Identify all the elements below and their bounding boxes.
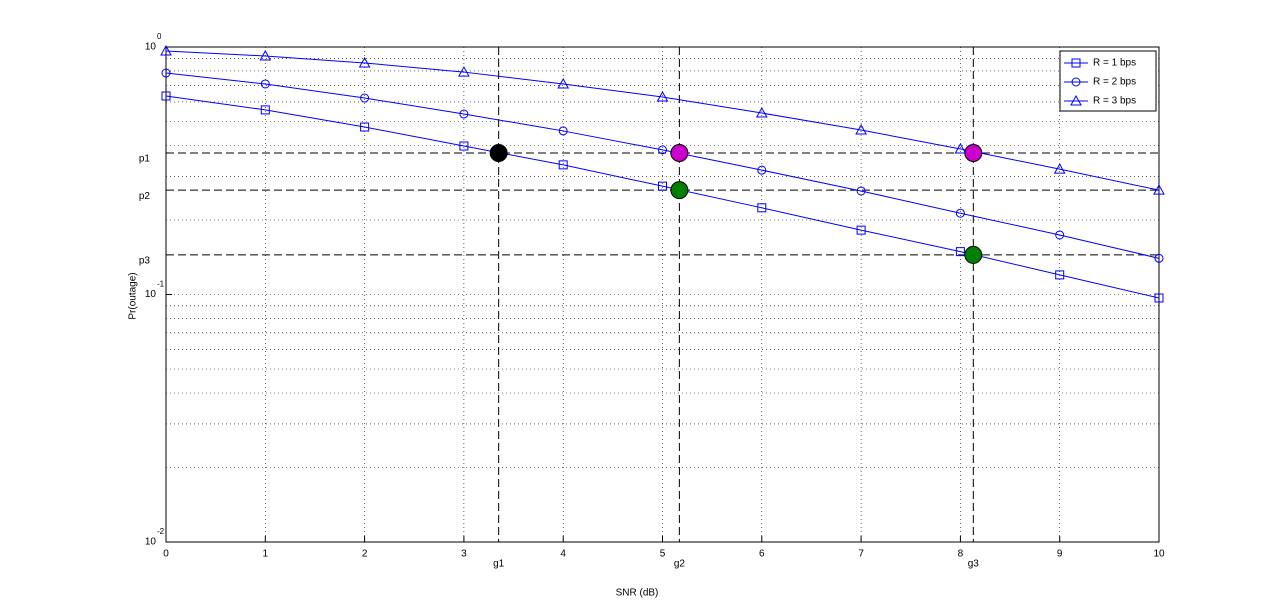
highlight-point: [670, 144, 689, 163]
marker: [358, 56, 371, 68]
marker: [1153, 184, 1165, 195]
marker: [558, 126, 568, 136]
reference-label: g1: [493, 559, 505, 570]
series-line: [165, 72, 1160, 259]
reference-label: g2: [674, 559, 686, 570]
marker: [856, 186, 866, 196]
marker: [954, 143, 967, 154]
legend-label: R = 1 bps: [1093, 58, 1136, 69]
marker: [658, 181, 667, 191]
y-tick-label: 10: [145, 42, 157, 53]
x-tick-label: 10: [1153, 549, 1165, 560]
y-tick-label: 10: [145, 537, 157, 548]
marker: [1154, 253, 1164, 263]
x-tick-label: 3: [461, 549, 467, 560]
marker: [656, 90, 669, 102]
marker: [458, 66, 470, 77]
legend-label: R = 3 bps: [1093, 96, 1136, 107]
marker: [955, 208, 965, 218]
reference-label: p1: [139, 154, 151, 165]
highlight-point: [670, 181, 689, 200]
highlight-point: [489, 144, 508, 163]
marker: [955, 247, 965, 257]
marker: [260, 105, 270, 115]
marker: [1055, 230, 1065, 240]
marker: [360, 122, 370, 132]
x-tick-label: 5: [660, 549, 666, 560]
marker: [360, 93, 370, 103]
marker: [757, 165, 767, 175]
y-tick-exponent: -2: [157, 527, 165, 536]
highlight-point: [964, 144, 983, 163]
series-line: [165, 50, 1160, 191]
marker: [161, 68, 171, 78]
marker: [658, 145, 667, 155]
reference-label: p2: [139, 191, 151, 202]
x-tick-label: 0: [163, 549, 169, 560]
highlight-point: [964, 245, 983, 264]
marker: [260, 79, 270, 89]
y-tick-exponent: 0: [157, 32, 162, 41]
marker: [459, 109, 469, 119]
marker: [1053, 163, 1066, 174]
marker: [259, 49, 272, 61]
x-tick-label: 9: [1057, 549, 1063, 560]
y-axis-label: Pr(outage): [128, 272, 139, 319]
marker: [1154, 293, 1164, 303]
marker: [1055, 270, 1065, 280]
x-tick-label: 4: [560, 549, 566, 560]
marker: [160, 45, 172, 56]
marker: [856, 225, 866, 235]
marker: [557, 77, 570, 89]
marker: [558, 160, 568, 170]
marker: [757, 203, 767, 213]
marker: [755, 107, 768, 118]
marker: [855, 123, 867, 135]
series-line: [165, 95, 1160, 299]
legend-label: R = 2 bps: [1093, 77, 1136, 88]
x-axis-label: SNR (dB): [616, 588, 659, 599]
x-tick-label: 6: [759, 549, 765, 560]
reference-label: g3: [968, 559, 980, 570]
y-tick-label: 10: [145, 289, 157, 300]
marker: [161, 91, 171, 101]
legend-marker: [1070, 94, 1082, 106]
x-tick-label: 2: [362, 549, 368, 560]
legend-marker: [1071, 77, 1081, 87]
marker: [459, 141, 469, 151]
x-tick-label: 8: [958, 549, 964, 560]
y-tick-exponent: -1: [157, 280, 165, 289]
x-tick-label: 1: [263, 549, 269, 560]
reference-label: p3: [139, 256, 151, 267]
x-tick-label: 7: [858, 549, 864, 560]
legend-marker: [1071, 58, 1081, 68]
